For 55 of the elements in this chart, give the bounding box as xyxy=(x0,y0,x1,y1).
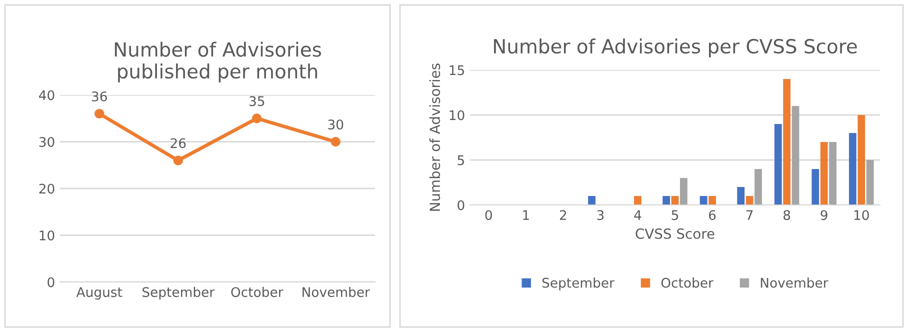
bar xyxy=(858,115,866,205)
point xyxy=(330,136,340,147)
y-tick-label: 10 xyxy=(40,230,54,240)
x-tick-label: August xyxy=(76,287,122,300)
bar xyxy=(662,196,670,205)
point xyxy=(173,156,183,166)
data-label: 35 xyxy=(249,96,264,106)
bar xyxy=(737,187,745,205)
data-label: 36 xyxy=(92,91,107,102)
x-tick-label: 8 xyxy=(784,210,790,220)
chart-title: Number of Advisories published per month xyxy=(114,42,322,82)
x-tick-label: 9 xyxy=(820,210,828,220)
x-axis-title: CVSS Score xyxy=(636,228,714,239)
bar xyxy=(866,160,874,205)
bar xyxy=(774,124,782,205)
bar xyxy=(588,196,596,205)
y-tick-label: 20 xyxy=(39,184,54,194)
data-label: 26 xyxy=(170,138,186,148)
chart-title: Number of Advisories per CVSS Score xyxy=(494,38,857,58)
x-tick-label: 5 xyxy=(672,210,678,220)
x-tick-label: 3 xyxy=(597,210,604,220)
point xyxy=(252,114,262,124)
y-tick-label: 30 xyxy=(39,136,54,147)
y-axis-title: Number of Advisories xyxy=(429,64,440,211)
x-tick-label: 10 xyxy=(854,210,869,220)
y-tick-label: 0 xyxy=(458,200,464,210)
y-tick-label: 5 xyxy=(458,155,464,166)
legend-label: November xyxy=(760,278,828,288)
y-tick-label: 15 xyxy=(450,65,464,76)
data-label: 30 xyxy=(328,119,344,130)
bar xyxy=(634,196,642,205)
y-tick-label: 10 xyxy=(450,110,464,120)
bar xyxy=(680,178,688,205)
x-tick-label: 1 xyxy=(523,210,529,220)
bar xyxy=(754,169,762,205)
x-tick-label: October xyxy=(231,286,284,298)
y-tick-label: 40 xyxy=(38,90,54,100)
x-tick-label: 0 xyxy=(485,210,492,220)
bar xyxy=(792,106,800,205)
x-tick-label: 6 xyxy=(708,210,716,220)
bar xyxy=(820,142,828,205)
x-tick-label: 7 xyxy=(746,210,753,220)
bar xyxy=(700,196,708,205)
x-tick-label: 2 xyxy=(560,210,566,220)
bar xyxy=(783,79,791,205)
bar xyxy=(812,169,820,205)
y-tick-label: 0 xyxy=(48,277,54,288)
x-tick-label: November xyxy=(302,286,370,298)
legend-label: October xyxy=(661,278,714,288)
bar xyxy=(829,142,836,205)
point xyxy=(94,108,104,119)
x-tick-label: 4 xyxy=(634,210,642,220)
bar xyxy=(848,133,856,205)
x-tick-label: September xyxy=(142,286,215,300)
bar xyxy=(708,196,716,205)
